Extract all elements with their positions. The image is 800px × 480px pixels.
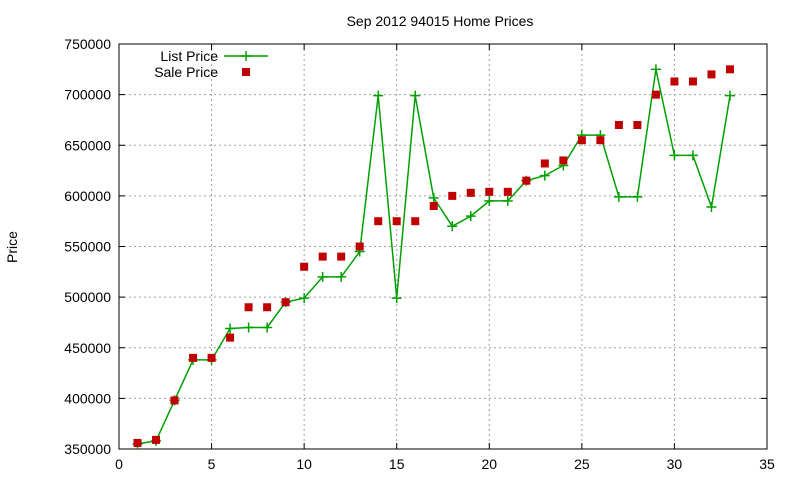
sale-price-point xyxy=(540,159,549,168)
sale-price-point xyxy=(522,176,531,185)
list-price-point xyxy=(724,90,735,101)
y-tick-label: 450000 xyxy=(64,340,111,356)
sale-price-point xyxy=(281,298,290,307)
list-price-point xyxy=(262,322,273,333)
y-tick-label: 400000 xyxy=(64,390,111,406)
sale-price-point xyxy=(244,303,253,312)
sale-price-point xyxy=(189,353,198,362)
list-price-point xyxy=(706,202,717,213)
x-tick-label: 25 xyxy=(574,456,590,472)
chart-title: Sep 2012 94015 Home Prices xyxy=(347,13,534,29)
sale-price-point xyxy=(614,121,623,129)
list-price-point xyxy=(373,90,384,101)
sale-price-point xyxy=(300,262,309,271)
x-tick-label: 30 xyxy=(667,456,683,472)
x-tick-label: 35 xyxy=(759,456,775,472)
x-tick-label: 10 xyxy=(296,456,312,472)
sale-price-point xyxy=(448,191,457,200)
sale-price-point xyxy=(596,136,605,145)
legend-label-sale-price: Sale Price xyxy=(154,64,218,80)
sale-price-point xyxy=(688,77,697,86)
list-price-point xyxy=(299,293,310,304)
sale-price-point xyxy=(429,202,438,210)
sale-price-point xyxy=(633,121,642,129)
x-tick-label: 20 xyxy=(481,456,497,472)
list-price-point xyxy=(502,195,513,206)
legend-marker-list-price xyxy=(241,51,251,61)
list-price-point xyxy=(465,211,476,222)
sale-price-point xyxy=(263,303,272,312)
series-layer xyxy=(132,64,735,449)
grid xyxy=(119,44,767,449)
plot-frame xyxy=(118,43,768,450)
list-price-point xyxy=(391,293,402,304)
list-price-point xyxy=(484,195,495,206)
sale-price-point xyxy=(485,187,494,196)
sale-price-point xyxy=(337,252,346,261)
sale-price-point xyxy=(133,438,142,447)
y-tick-label: 550000 xyxy=(64,239,111,255)
sale-price-point xyxy=(355,242,364,251)
sale-price-point xyxy=(411,217,420,226)
x-tick-label: 5 xyxy=(208,456,216,472)
y-tick-label: 600000 xyxy=(64,188,111,204)
list-price-point xyxy=(243,322,254,333)
x-tick-label: 0 xyxy=(115,456,123,472)
list-price-point xyxy=(317,271,328,282)
sale-price-point xyxy=(725,65,734,74)
sale-price-point xyxy=(577,136,586,145)
sale-price-point xyxy=(651,90,660,99)
x-tick-label: 15 xyxy=(389,456,405,472)
sale-price-point xyxy=(207,353,216,362)
list-price-point xyxy=(669,150,680,161)
sale-price-point xyxy=(392,217,401,226)
y-tick-label: 700000 xyxy=(64,87,111,103)
sale-price-point xyxy=(707,70,716,79)
sale-price-point xyxy=(670,77,679,86)
list-price-point xyxy=(687,150,698,161)
legend: List Price Sale Price xyxy=(154,48,268,80)
y-tick-label: 650000 xyxy=(64,137,111,153)
sale-price-point xyxy=(374,217,383,226)
list-price-point xyxy=(410,90,421,101)
list-price-point xyxy=(447,221,458,232)
list-price-point xyxy=(225,323,236,334)
sale-price-point xyxy=(559,156,568,165)
sale-price-point xyxy=(466,188,475,197)
legend-label-list-price: List Price xyxy=(160,48,218,64)
sale-price-point xyxy=(318,252,327,261)
list-price-point xyxy=(632,191,643,202)
list-price-point xyxy=(539,170,550,181)
list-price-point xyxy=(650,64,661,75)
legend-marker-sale-price xyxy=(242,68,250,76)
sale-price-point xyxy=(152,435,161,444)
axis-ticks: 0 5 10 15 20 25 30 35 350000 400000 450000 500000 55… xyxy=(64,36,775,472)
sale-price-point xyxy=(503,187,512,196)
list-price-point xyxy=(428,192,439,203)
y-axis-label: Price xyxy=(4,231,20,263)
y-tick-label: 750000 xyxy=(64,36,111,52)
list-price-point xyxy=(336,271,347,282)
sale-price-point xyxy=(226,333,235,342)
sale-price-point xyxy=(170,396,179,405)
y-tick-label: 350000 xyxy=(64,441,111,457)
list-price-point xyxy=(613,191,624,202)
y-tick-label: 500000 xyxy=(64,289,111,305)
